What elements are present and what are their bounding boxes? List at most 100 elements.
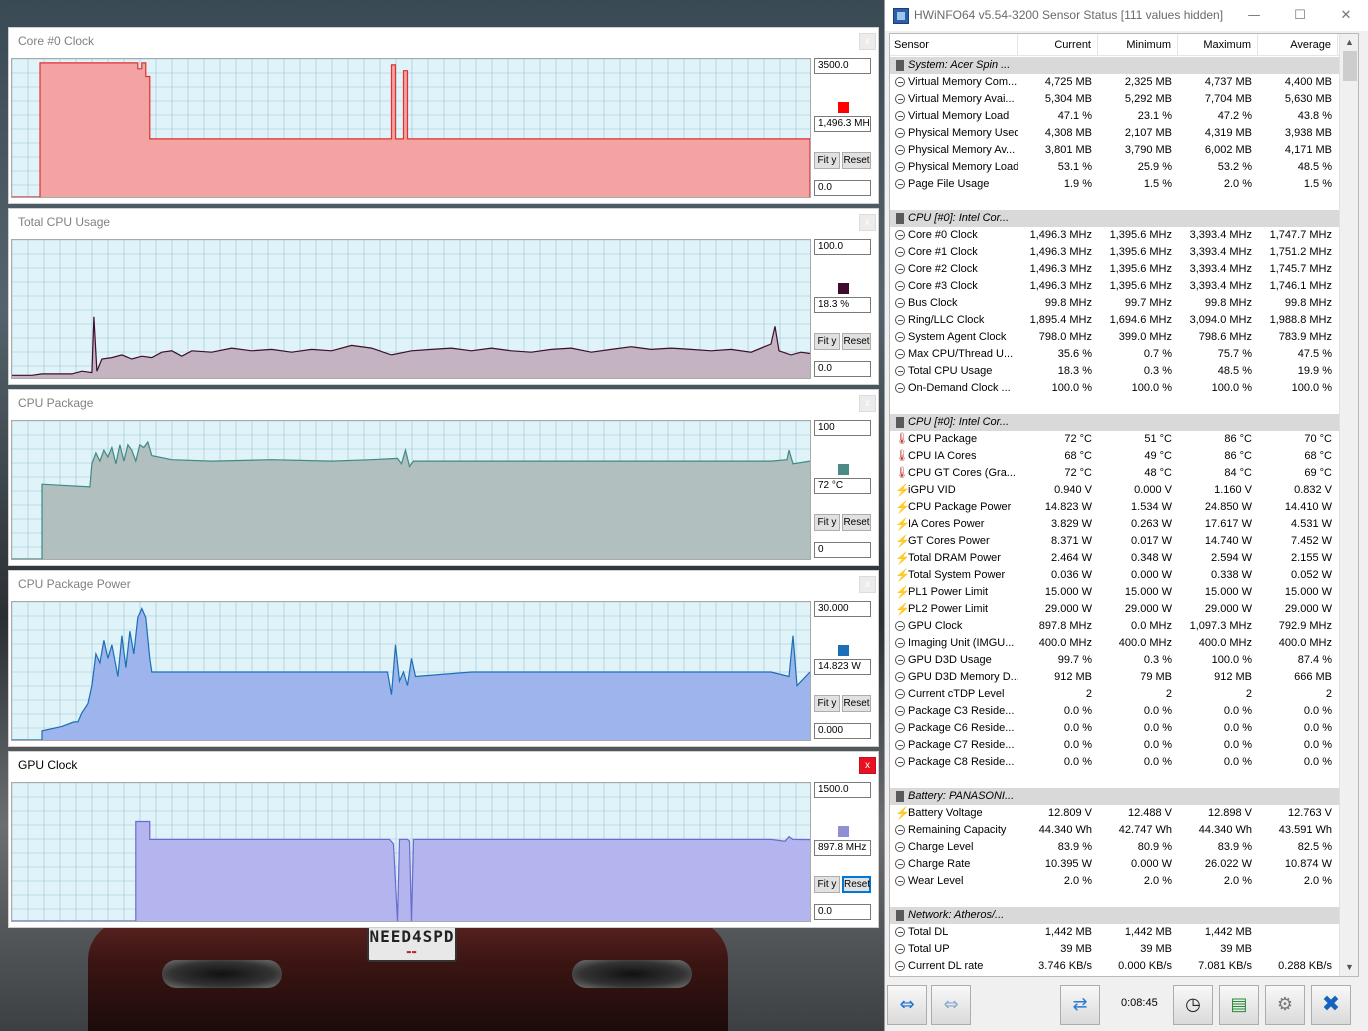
reset-button[interactable]: Reset <box>842 514 871 531</box>
sensor-row[interactable]: Core #0 Clock 1,496.3 MHz 1,395.6 MHz 3,393… <box>890 227 1339 244</box>
sensor-group-header[interactable]: System: Acer Spin ... <box>890 57 1339 74</box>
fit-y-button[interactable]: Fit y <box>814 514 840 531</box>
sensor-row[interactable]: Package C8 Reside... 0.0 % 0.0 % 0.0 % 0.0 % <box>890 754 1339 771</box>
scroll-down-button[interactable]: ▼ <box>1345 962 1354 972</box>
graph-color-swatch[interactable] <box>838 464 849 475</box>
next-arrows-icon[interactable]: ⇔ <box>931 985 971 1025</box>
maximize-button[interactable]: ☐ <box>1294 8 1306 23</box>
graph-close-button[interactable]: x <box>859 33 876 50</box>
graph-max-value[interactable]: 100.0 <box>814 239 871 255</box>
sensor-row[interactable]: Charge Level 83.9 % 80.9 % 83.9 % 82.5 % <box>890 839 1339 856</box>
graph-min-value[interactable]: 0.0 <box>814 180 871 196</box>
reset-button[interactable]: Reset <box>842 695 871 712</box>
sensor-row[interactable]: ⚡ PL2 Power Limit 29.000 W 29.000 W 29.000 W… <box>890 601 1339 618</box>
sensor-row[interactable]: Total DL 1,442 MB 1,442 MB 1,442 MB <box>890 924 1339 941</box>
sensor-row[interactable]: Core #1 Clock 1,496.3 MHz 1,395.6 MHz 3,393… <box>890 244 1339 261</box>
sensor-row[interactable]: Package C6 Reside... 0.0 % 0.0 % 0.0 % 0.0 % <box>890 720 1339 737</box>
sensor-row[interactable]: System Agent Clock 798.0 MHz 399.0 MHz 798.… <box>890 329 1339 346</box>
sensor-row[interactable]: Core #2 Clock 1,496.3 MHz 1,395.6 MHz 3,393… <box>890 261 1339 278</box>
graph-max-value[interactable]: 3500.0 <box>814 58 871 74</box>
sensor-row[interactable]: Virtual Memory Avai... 5,304 MB 5,292 MB 7,… <box>890 91 1339 108</box>
column-header-maximum[interactable]: Maximum <box>1178 34 1258 56</box>
report-icon[interactable]: ▤ <box>1219 985 1259 1025</box>
sensor-row[interactable]: Total CPU Usage 18.3 % 0.3 % 48.5 % 19.9 % <box>890 363 1339 380</box>
sensor-row[interactable]: 🌡 CPU Package 72 °C 51 °C 86 °C 70 °C <box>890 431 1339 448</box>
scroll-thumb[interactable] <box>1343 51 1357 81</box>
sensor-row[interactable]: Imaging Unit (IMGU... 400.0 MHz 400.0 MHz 4… <box>890 635 1339 652</box>
column-header-sensor[interactable]: Sensor <box>890 34 1018 56</box>
sensor-row[interactable]: Charge Rate 10.395 W 0.000 W 26.022 W 10.874… <box>890 856 1339 873</box>
graph-min-value[interactable]: 0.0 <box>814 904 871 920</box>
column-header-minimum[interactable]: Minimum <box>1098 34 1178 56</box>
graph-color-swatch[interactable] <box>838 826 849 837</box>
sensor-row[interactable]: Package C7 Reside... 0.0 % 0.0 % 0.0 % 0.0 % <box>890 737 1339 754</box>
close-button[interactable]: ✕ <box>1340 8 1352 23</box>
graph-window[interactable]: GPU Clock x 1500.0 897.8 MHz Fit y Reset 0.0 <box>8 751 879 928</box>
graph-close-button[interactable]: x <box>859 214 876 231</box>
sensor-row[interactable]: 🌡 CPU IA Cores 68 °C 49 °C 86 °C 68 °C <box>890 448 1339 465</box>
graph-color-swatch[interactable] <box>838 102 849 113</box>
graph-window[interactable]: CPU Package Power x 30.000 14.823 W Fit y Res… <box>8 570 879 747</box>
graph-close-button[interactable]: x <box>859 576 876 593</box>
fit-y-button[interactable]: Fit y <box>814 876 840 893</box>
scroll-up-button[interactable]: ▲ <box>1345 37 1354 47</box>
sensor-row[interactable]: ⚡ PL1 Power Limit 15.000 W 15.000 W 15.000 W… <box>890 584 1339 601</box>
sensor-row[interactable]: 🌡 CPU GT Cores (Gra... 72 °C 48 °C 84 °C 69 °… <box>890 465 1339 482</box>
sensor-row[interactable]: GPU D3D Memory D... 912 MB 79 MB 912 MB 666 … <box>890 669 1339 686</box>
graph-color-swatch[interactable] <box>838 283 849 294</box>
graph-window[interactable]: Total CPU Usage x 100.0 18.3 % Fit y Reset 0.0 <box>8 208 879 385</box>
sensor-row[interactable]: GPU Clock 897.8 MHz 0.0 MHz 1,097.3 MHz 792.… <box>890 618 1339 635</box>
vertical-scrollbar[interactable]: ▲ ▼ <box>1339 34 1358 976</box>
sensor-row[interactable]: Core #3 Clock 1,496.3 MHz 1,395.6 MHz 3,393… <box>890 278 1339 295</box>
sensor-row[interactable]: ⚡ IA Cores Power 3.829 W 0.263 W 17.617 W 4.5… <box>890 516 1339 533</box>
fit-y-button[interactable]: Fit y <box>814 333 840 350</box>
graph-window[interactable]: Core #0 Clock x 3500.0 1,496.3 MHz Fit y Rese… <box>8 27 879 204</box>
reset-button[interactable]: Reset <box>842 876 871 893</box>
sensor-row[interactable]: Physical Memory Av... 3,801 MB 3,790 MB 6,0… <box>890 142 1339 159</box>
sensor-row[interactable]: Virtual Memory Load 47.1 % 23.1 % 47.2 % 43.… <box>890 108 1339 125</box>
previous-arrows-icon[interactable]: ⇔ <box>887 985 927 1025</box>
reset-button[interactable]: Reset <box>842 333 871 350</box>
sensor-row[interactable]: ⚡ CPU Package Power 14.823 W 1.534 W 24.850 … <box>890 499 1339 516</box>
sensor-row[interactable]: ⚡ GT Cores Power 8.371 W 0.017 W 14.740 W 7.4… <box>890 533 1339 550</box>
sensor-row[interactable]: Remaining Capacity 44.340 Wh 42.747 Wh 44.3… <box>890 822 1339 839</box>
sensor-row[interactable]: Page File Usage 1.9 % 1.5 % 2.0 % 1.5 % <box>890 176 1339 193</box>
graph-window[interactable]: CPU Package x 100 72 °C Fit y Reset 0 <box>8 389 879 566</box>
sensor-row[interactable]: ⚡ Total System Power 0.036 W 0.000 W 0.338 W… <box>890 567 1339 584</box>
sensor-row[interactable]: ⚡ iGPU VID 0.940 V 0.000 V 1.160 V 0.832 V <box>890 482 1339 499</box>
reset-button[interactable]: Reset <box>842 152 871 169</box>
sensor-row[interactable]: Total UP 39 MB 39 MB 39 MB <box>890 941 1339 958</box>
sensor-row[interactable]: GPU D3D Usage 99.7 % 0.3 % 100.0 % 87.4 % <box>890 652 1339 669</box>
sensor-row[interactable]: On-Demand Clock ... 100.0 % 100.0 % 100.0 %… <box>890 380 1339 397</box>
sensor-group-header[interactable]: CPU [#0]: Intel Cor... <box>890 414 1339 431</box>
sensor-row[interactable]: Wear Level 2.0 % 2.0 % 2.0 % 2.0 % <box>890 873 1339 890</box>
sensor-row[interactable]: Current cTDP Level 2 2 2 2 <box>890 686 1339 703</box>
title-bar[interactable]: HWiNFO64 v5.54-3200 Sensor Status [111 v… <box>885 0 1368 31</box>
sensor-row[interactable]: Physical Memory Load 53.1 % 25.9 % 53.2 % 48… <box>890 159 1339 176</box>
column-header-current[interactable]: Current <box>1018 34 1098 56</box>
sensor-row[interactable]: ⚡ Total DRAM Power 2.464 W 0.348 W 2.594 W 2.… <box>890 550 1339 567</box>
fit-y-button[interactable]: Fit y <box>814 152 840 169</box>
graph-max-value[interactable]: 1500.0 <box>814 782 871 798</box>
sensor-group-header[interactable]: Battery: PANASONI... <box>890 788 1339 805</box>
graph-close-button[interactable]: x <box>859 395 876 412</box>
sensor-group-header[interactable]: CPU [#0]: Intel Cor... <box>890 210 1339 227</box>
graph-min-value[interactable]: 0.0 <box>814 361 871 377</box>
sensor-row[interactable]: Current DL rate 3.746 KB/s 0.000 KB/s 7.081… <box>890 958 1339 975</box>
minimize-button[interactable]: — <box>1247 8 1261 23</box>
network-icon[interactable]: ⇄ <box>1060 985 1100 1025</box>
sensor-row[interactable]: ⚡ Battery Voltage 12.809 V 12.488 V 12.898 V… <box>890 805 1339 822</box>
settings-gear-icon[interactable]: ⚙ <box>1265 985 1305 1025</box>
graph-max-value[interactable]: 30.000 <box>814 601 871 617</box>
sensor-row[interactable]: Bus Clock 99.8 MHz 99.7 MHz 99.8 MHz 99.8 MH… <box>890 295 1339 312</box>
graph-min-value[interactable]: 0 <box>814 542 871 558</box>
close-x-icon[interactable]: ✖ <box>1311 985 1351 1025</box>
sensor-row[interactable]: Virtual Memory Com... 4,725 MB 2,325 MB 4,7… <box>890 74 1339 91</box>
sensor-row[interactable]: Max CPU/Thread U... 35.6 % 0.7 % 75.7 % 47.5… <box>890 346 1339 363</box>
graph-close-button[interactable]: x <box>859 757 876 774</box>
clock-icon[interactable]: ◷ <box>1173 985 1213 1025</box>
sensor-row[interactable]: Ring/LLC Clock 1,895.4 MHz 1,694.6 MHz 3,09… <box>890 312 1339 329</box>
graph-min-value[interactable]: 0.000 <box>814 723 871 739</box>
graph-color-swatch[interactable] <box>838 645 849 656</box>
sensor-row[interactable]: Package C3 Reside... 0.0 % 0.0 % 0.0 % 0.0 % <box>890 703 1339 720</box>
